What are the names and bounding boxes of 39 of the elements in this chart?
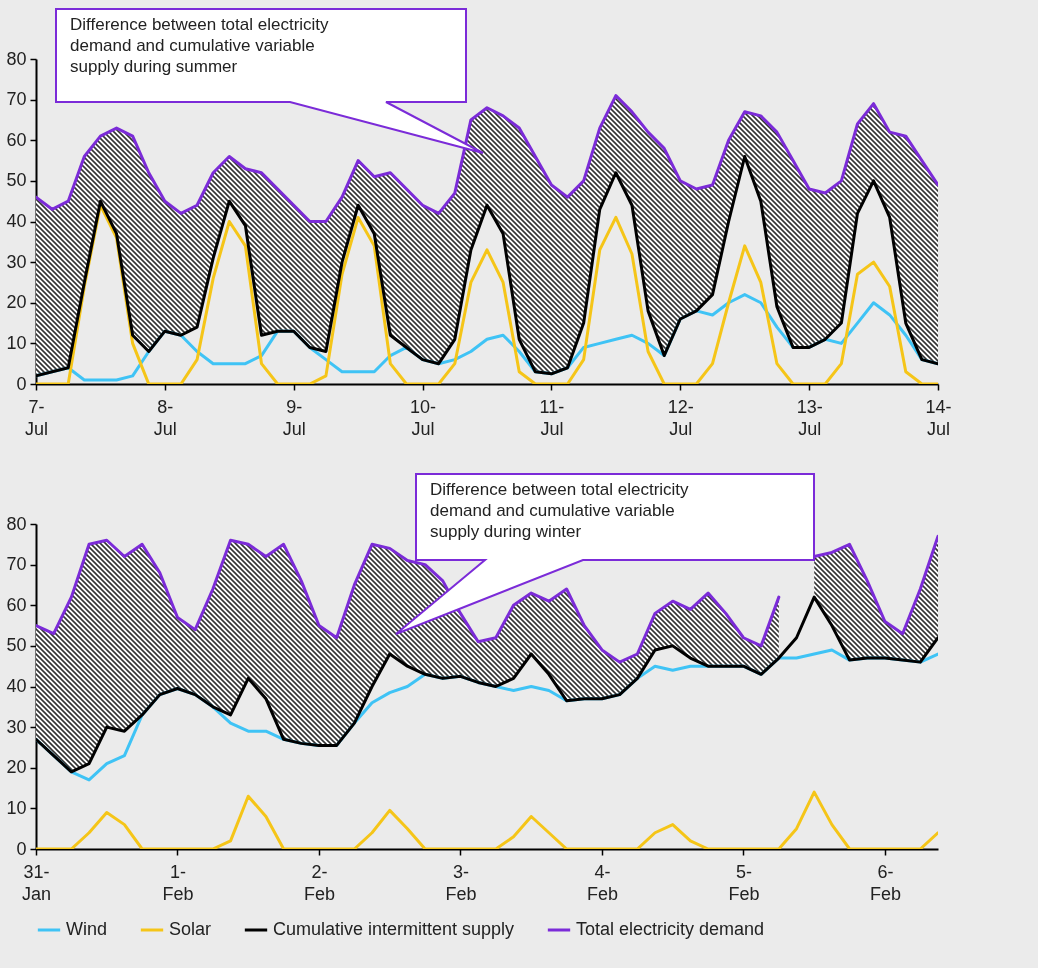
y-tick-label: 50 — [6, 635, 27, 656]
y-tick-label: 60 — [6, 594, 27, 615]
y-tick-label: 0 — [16, 838, 27, 859]
x-tick-label: 3-Feb — [445, 861, 477, 904]
x-tick-label: 2-Feb — [303, 861, 335, 904]
y-tick-label: 20 — [6, 757, 27, 778]
y-tick-label: 60 — [6, 129, 27, 150]
legend-label: Total electricity demand — [576, 919, 765, 939]
y-tick-label: 10 — [6, 797, 27, 818]
x-tick-label: 9-Jul — [282, 396, 306, 439]
legend-label: Solar — [169, 919, 212, 939]
x-tick-label: 10-Jul — [410, 396, 437, 439]
y-tick-label: 70 — [6, 554, 27, 575]
y-tick-label: 30 — [6, 251, 27, 272]
x-tick-label: 8-Jul — [153, 396, 177, 439]
x-tick-label: 5-Feb — [728, 861, 760, 904]
x-tick-label: 14-Jul — [925, 396, 952, 439]
x-tick-label: 13-Jul — [796, 396, 823, 439]
y-tick-label: 20 — [6, 292, 27, 313]
legend-label: Wind — [66, 919, 108, 939]
y-tick-label: 10 — [6, 332, 27, 353]
y-tick-label: 40 — [6, 211, 27, 231]
annotation: Difference between total electricity demand and cumulative variable supply during winter — [430, 480, 690, 541]
x-tick-label: 31-Jan — [21, 861, 52, 904]
y-tick-label: 50 — [6, 170, 27, 191]
annotation: Difference between total electricity demand and cumulative variable supply during summer — [70, 15, 330, 76]
x-tick-label: 7-Jul — [24, 396, 49, 439]
y-tick-label: 0 — [16, 373, 27, 394]
y-tick-label: 80 — [6, 513, 27, 534]
y-tick-label: 80 — [6, 48, 27, 69]
x-tick-label: 4-Feb — [586, 861, 618, 904]
x-tick-label: 6-Feb — [869, 861, 901, 904]
legend-label: Cumulative intermittent supply — [273, 919, 515, 939]
x-tick-label: 1-Feb — [162, 861, 194, 904]
x-tick-label: 12-Jul — [667, 396, 694, 439]
y-tick-label: 30 — [6, 716, 27, 737]
y-tick-label: 70 — [6, 89, 27, 110]
x-tick-label: 11-Jul — [539, 396, 565, 439]
y-tick-label: 40 — [6, 676, 27, 696]
